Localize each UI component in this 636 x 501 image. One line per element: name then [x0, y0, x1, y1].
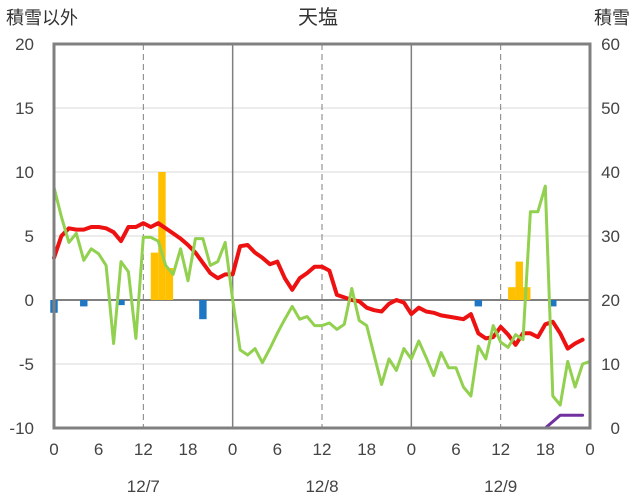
left-tick-label: 20 — [15, 35, 34, 54]
bar — [549, 300, 557, 307]
bar — [165, 268, 174, 300]
x-tick-label: 12 — [313, 440, 332, 459]
left-tick-label: 5 — [25, 227, 34, 246]
left-tick-label: 15 — [15, 99, 34, 118]
bar — [117, 300, 125, 306]
x-tick-label: 18 — [179, 440, 198, 459]
chart-title: 天塩 — [298, 5, 338, 29]
left-tick-label: 0 — [25, 291, 34, 310]
right-axis-label: 積雪 — [594, 8, 630, 29]
x-tick-label: 12 — [134, 440, 153, 459]
x-tick-label: 6 — [94, 440, 103, 459]
bar — [199, 300, 207, 320]
x-tick-label: 6 — [273, 440, 282, 459]
x-tick-label: 6 — [451, 440, 460, 459]
right-tick-label: 30 — [601, 227, 620, 246]
bar — [515, 261, 523, 300]
right-tick-label: 60 — [601, 35, 620, 54]
x-tick-label: 0 — [228, 440, 237, 459]
bar — [150, 252, 159, 300]
bar — [508, 287, 516, 300]
day-label: 12/7 — [127, 477, 160, 496]
series-line-0 — [52, 221, 585, 351]
right-tick-label: 20 — [601, 291, 620, 310]
grid — [54, 44, 590, 428]
series-line-1 — [52, 184, 592, 407]
day-label: 12/8 — [305, 477, 338, 496]
x-tick-label: 18 — [357, 440, 376, 459]
series-line-4 — [52, 413, 585, 430]
left-tick-label: -5 — [19, 355, 34, 374]
right-tick-label: 0 — [611, 419, 620, 438]
right-tick-label: 10 — [601, 355, 620, 374]
bar — [158, 172, 166, 300]
x-tick-label: 0 — [585, 440, 594, 459]
left-tick-label: 10 — [15, 163, 34, 182]
left-tick-label: -10 — [9, 419, 34, 438]
x-tick-label: 12 — [491, 440, 510, 459]
x-tick-label: 0 — [49, 440, 58, 459]
x-tick-label: 0 — [407, 440, 416, 459]
bars — [50, 172, 557, 320]
day-label: 12/9 — [484, 477, 517, 496]
right-tick-label: 40 — [601, 163, 620, 182]
bar — [474, 300, 483, 307]
bar — [80, 300, 88, 307]
right-tick-label: 50 — [601, 99, 620, 118]
plot-frame — [52, 42, 592, 430]
left-axis-label: 積雪以外 — [6, 8, 78, 29]
x-tick-label: 18 — [536, 440, 555, 459]
